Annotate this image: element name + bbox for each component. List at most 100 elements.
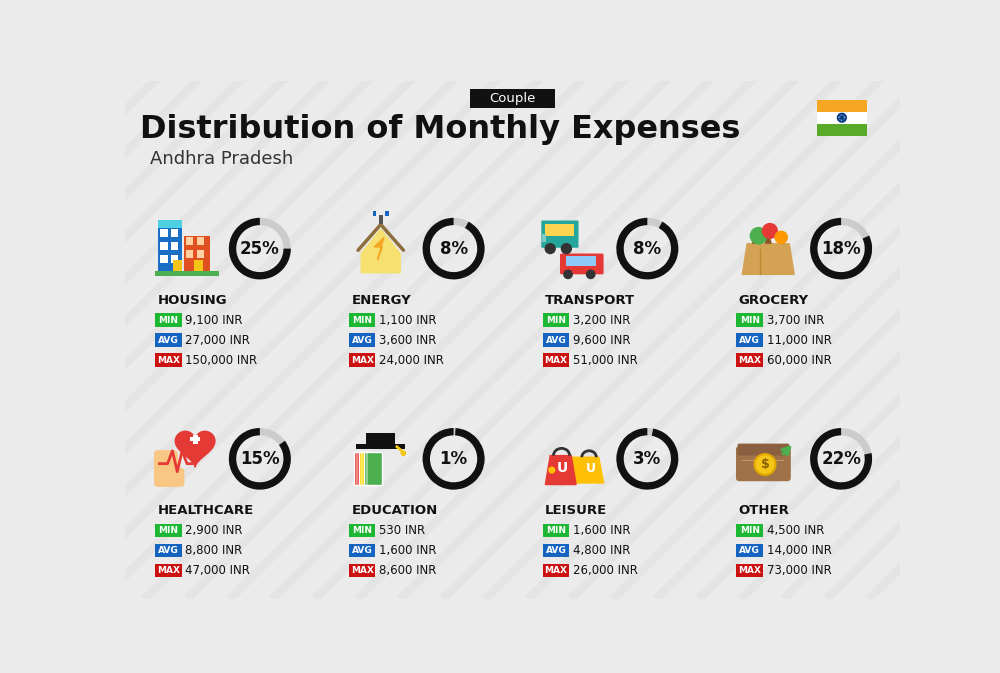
Circle shape — [586, 270, 596, 279]
Text: EDUCATION: EDUCATION — [351, 504, 438, 517]
FancyBboxPatch shape — [817, 124, 867, 136]
Text: MIN: MIN — [352, 316, 372, 325]
Text: AVG: AVG — [739, 546, 760, 555]
FancyBboxPatch shape — [742, 460, 784, 461]
FancyBboxPatch shape — [158, 219, 182, 227]
FancyBboxPatch shape — [543, 563, 569, 577]
Text: MIN: MIN — [740, 316, 760, 325]
Polygon shape — [361, 229, 400, 273]
Text: MAX: MAX — [157, 566, 180, 575]
Text: 47,000 INR: 47,000 INR — [185, 564, 250, 577]
Text: AVG: AVG — [352, 546, 373, 555]
FancyBboxPatch shape — [543, 524, 569, 537]
Wedge shape — [229, 218, 291, 279]
FancyBboxPatch shape — [736, 544, 763, 557]
Text: AVG: AVG — [739, 336, 760, 345]
Text: 4,800 INR: 4,800 INR — [573, 544, 630, 557]
Text: 73,000 INR: 73,000 INR — [767, 564, 831, 577]
Text: AVG: AVG — [352, 336, 373, 345]
Text: Couple: Couple — [489, 92, 536, 105]
Text: 1,600 INR: 1,600 INR — [379, 544, 437, 557]
FancyBboxPatch shape — [194, 260, 203, 273]
FancyBboxPatch shape — [379, 215, 383, 225]
FancyBboxPatch shape — [171, 229, 178, 238]
Text: 51,000 INR: 51,000 INR — [573, 354, 638, 367]
Text: 26,000 INR: 26,000 INR — [573, 564, 638, 577]
Text: 8%: 8% — [440, 240, 468, 258]
Wedge shape — [810, 428, 872, 490]
Wedge shape — [423, 428, 485, 490]
Wedge shape — [616, 428, 678, 490]
Text: Distribution of Monthly Expenses: Distribution of Monthly Expenses — [140, 114, 741, 145]
Wedge shape — [616, 218, 678, 279]
Text: 3,600 INR: 3,600 INR — [379, 334, 437, 347]
FancyBboxPatch shape — [186, 238, 193, 246]
Text: LEISURE: LEISURE — [545, 504, 607, 517]
Text: AVG: AVG — [158, 336, 179, 345]
Text: MAX: MAX — [738, 566, 761, 575]
Text: HOUSING: HOUSING — [158, 293, 227, 307]
FancyBboxPatch shape — [543, 353, 569, 367]
Circle shape — [754, 454, 776, 475]
Text: 11,000 INR: 11,000 INR — [767, 334, 832, 347]
Text: 1,100 INR: 1,100 INR — [379, 314, 437, 326]
Text: 9,100 INR: 9,100 INR — [185, 314, 243, 326]
Text: GROCERY: GROCERY — [739, 293, 809, 307]
Text: AVG: AVG — [158, 546, 179, 555]
Circle shape — [548, 466, 555, 474]
FancyBboxPatch shape — [566, 256, 596, 267]
FancyBboxPatch shape — [155, 271, 219, 276]
Text: MAX: MAX — [738, 356, 761, 365]
FancyBboxPatch shape — [541, 221, 579, 248]
Text: AVG: AVG — [546, 546, 566, 555]
FancyBboxPatch shape — [186, 250, 193, 258]
FancyBboxPatch shape — [542, 234, 546, 242]
FancyBboxPatch shape — [160, 229, 168, 238]
Text: 530 INR: 530 INR — [379, 524, 425, 537]
FancyBboxPatch shape — [173, 260, 182, 273]
Text: HEALTHCARE: HEALTHCARE — [158, 504, 254, 517]
Wedge shape — [229, 428, 291, 490]
Text: 15%: 15% — [240, 450, 280, 468]
FancyBboxPatch shape — [366, 433, 395, 444]
Text: 1%: 1% — [440, 450, 468, 468]
Text: AVG: AVG — [546, 336, 566, 345]
FancyBboxPatch shape — [349, 563, 375, 577]
FancyBboxPatch shape — [560, 254, 604, 275]
Circle shape — [762, 223, 778, 239]
Text: 8%: 8% — [633, 240, 661, 258]
FancyBboxPatch shape — [543, 314, 569, 327]
FancyBboxPatch shape — [736, 353, 763, 367]
Wedge shape — [616, 218, 678, 279]
Polygon shape — [374, 238, 384, 260]
Text: $: $ — [761, 458, 769, 471]
Wedge shape — [810, 428, 872, 490]
FancyBboxPatch shape — [361, 452, 363, 485]
FancyBboxPatch shape — [154, 450, 178, 487]
Text: 14,000 INR: 14,000 INR — [767, 544, 832, 557]
FancyBboxPatch shape — [349, 544, 375, 557]
Polygon shape — [566, 457, 604, 483]
Text: 18%: 18% — [821, 240, 861, 258]
Polygon shape — [175, 431, 215, 467]
Text: OTHER: OTHER — [739, 504, 790, 517]
Text: U: U — [557, 462, 568, 476]
FancyBboxPatch shape — [817, 100, 867, 112]
Text: 24,000 INR: 24,000 INR — [379, 354, 444, 367]
FancyBboxPatch shape — [155, 524, 182, 537]
FancyBboxPatch shape — [349, 314, 375, 327]
FancyBboxPatch shape — [366, 452, 368, 485]
Text: MIN: MIN — [352, 526, 372, 535]
Text: 22%: 22% — [821, 450, 861, 468]
FancyBboxPatch shape — [373, 211, 376, 217]
FancyBboxPatch shape — [193, 435, 198, 444]
FancyBboxPatch shape — [738, 444, 789, 456]
Text: 25%: 25% — [240, 240, 280, 258]
FancyBboxPatch shape — [155, 544, 182, 557]
Text: MAX: MAX — [351, 356, 374, 365]
Circle shape — [401, 450, 406, 456]
FancyBboxPatch shape — [197, 238, 204, 246]
Text: 9,600 INR: 9,600 INR — [573, 334, 630, 347]
FancyBboxPatch shape — [817, 112, 867, 124]
Text: 2,900 INR: 2,900 INR — [185, 524, 243, 537]
